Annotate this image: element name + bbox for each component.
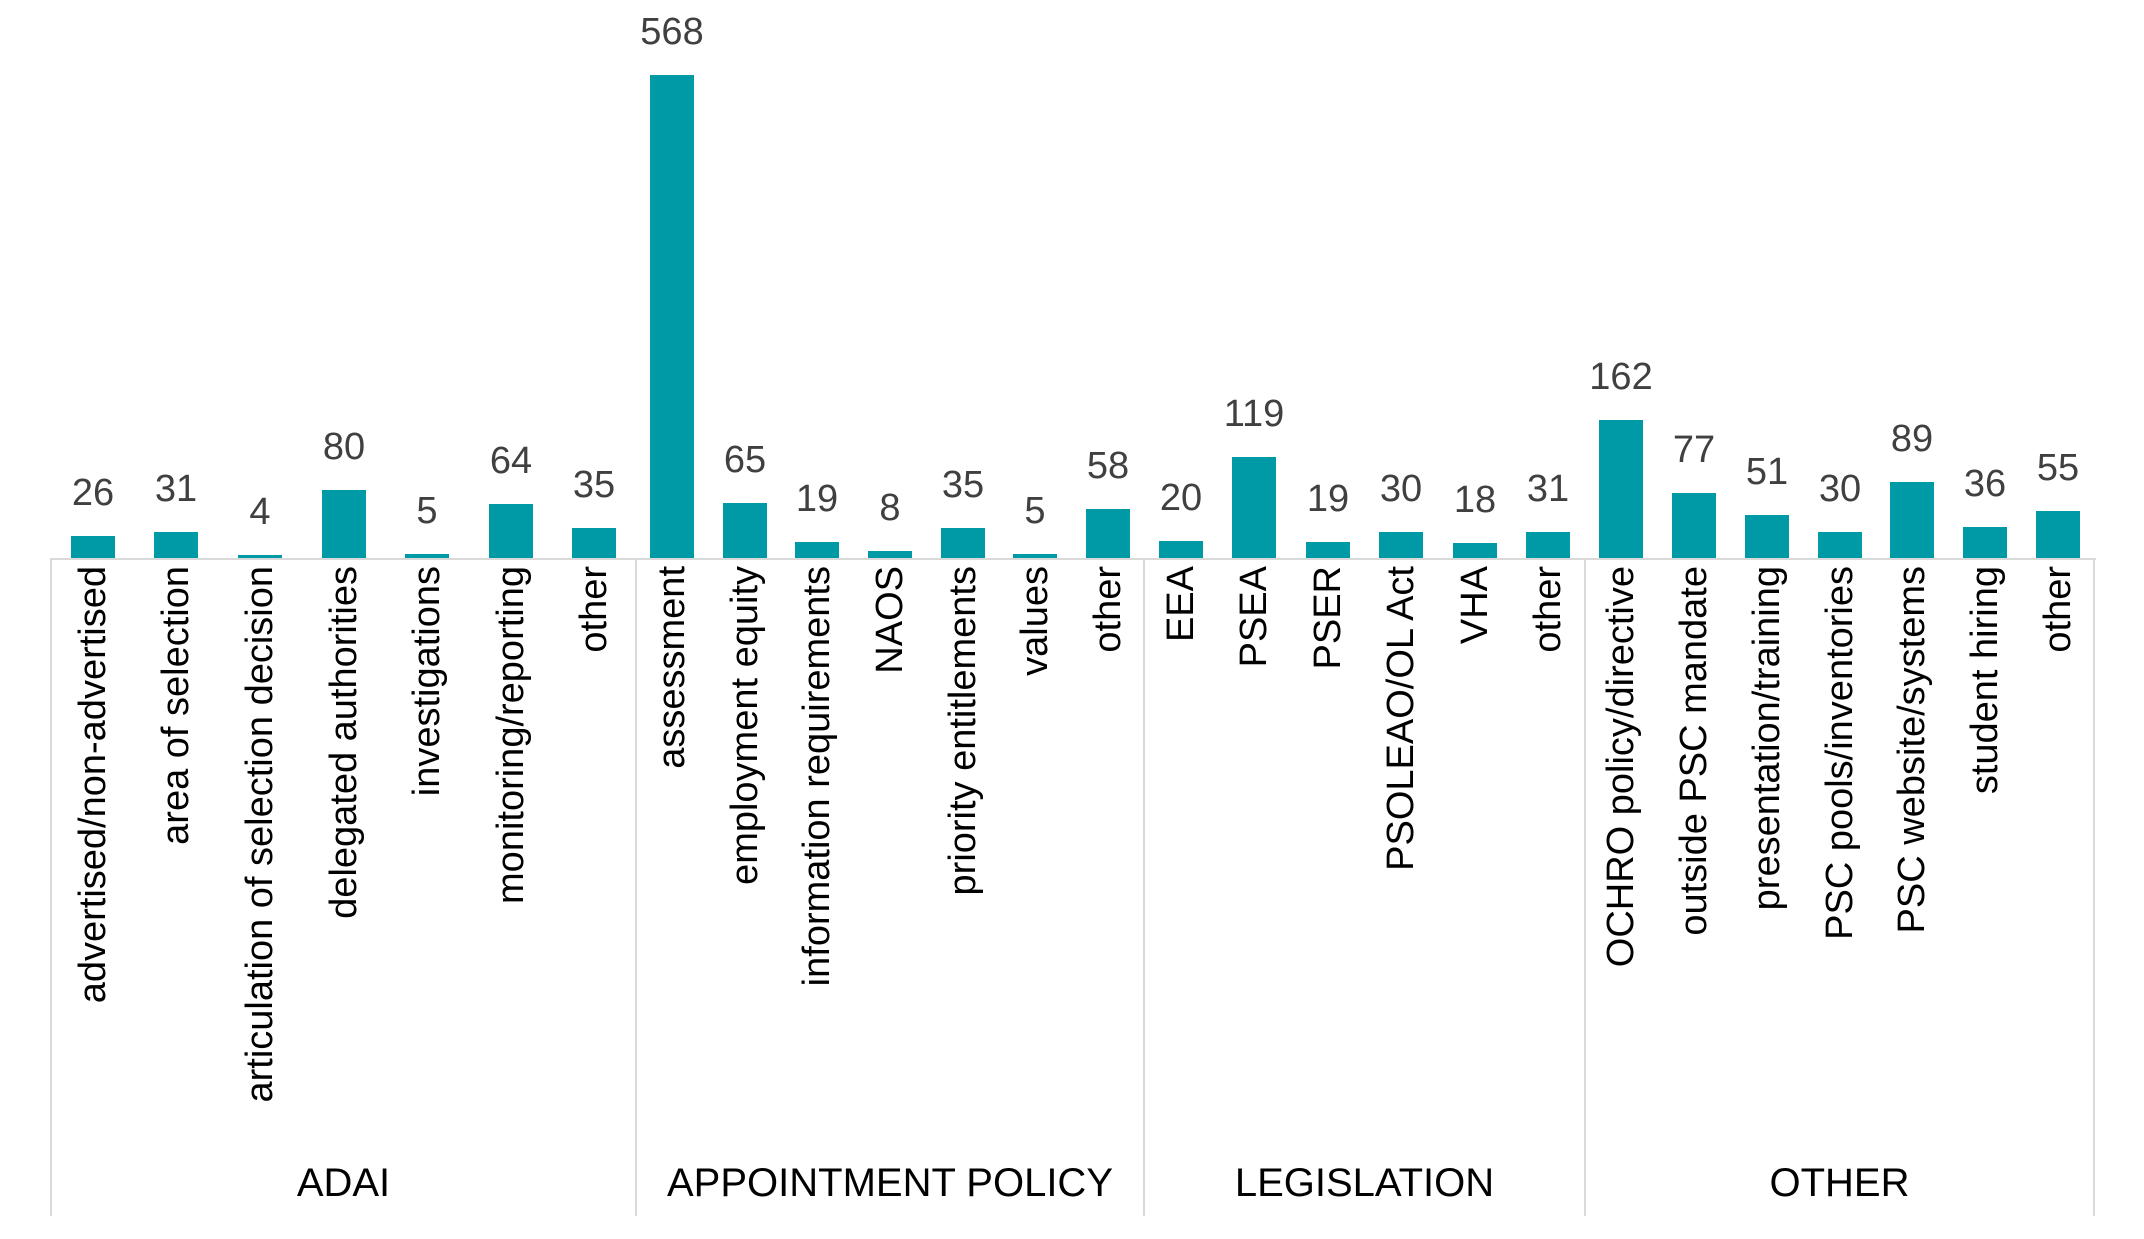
group-divider: [2093, 558, 2095, 1216]
bar: [1306, 542, 1350, 558]
bar: [1232, 457, 1276, 558]
bar-value-label: 19: [795, 478, 839, 520]
bar: [1159, 541, 1203, 558]
category-label: investigations: [406, 566, 448, 797]
bar-value-label: 51: [1745, 451, 1789, 493]
bar-value-label: 77: [1672, 429, 1716, 471]
category-label: PSEA: [1233, 566, 1275, 668]
bar-value-label: 31: [154, 468, 198, 510]
bar-value-label: 30: [1379, 468, 1423, 510]
bar-value-label: 20: [1159, 477, 1203, 519]
category-label: delegated authorities: [323, 566, 365, 919]
bar: [238, 555, 282, 558]
bar: [1599, 420, 1643, 558]
bar: [941, 528, 985, 558]
bar: [489, 504, 533, 558]
category-label: articulation of selection decision: [239, 566, 281, 1103]
bar: [1672, 493, 1716, 558]
category-label: assessment: [651, 566, 693, 769]
category-label: employment equity: [724, 566, 766, 885]
bar: [723, 503, 767, 558]
bar-value-label: 64: [489, 440, 533, 482]
group-divider: [50, 558, 52, 1216]
category-label: PSC website/systems: [1891, 566, 1933, 934]
category-label: PSER: [1307, 566, 1349, 670]
bar-value-label: 89: [1890, 418, 1934, 460]
bar: [572, 528, 616, 558]
category-label: PSOLEAO/OL Act: [1380, 566, 1422, 871]
bar-value-label: 4: [249, 491, 271, 533]
category-label: NAOS: [869, 566, 911, 674]
category-label: monitoring/reporting: [490, 566, 532, 904]
bar-value-label: 5: [1024, 490, 1046, 532]
category-label: advertised/non-advertised: [72, 566, 114, 1004]
bar: [868, 551, 912, 558]
category-label: student hiring: [1964, 566, 2006, 795]
bar-value-label: 568: [640, 11, 704, 53]
bar-value-label: 5: [416, 490, 438, 532]
category-label: outside PSC mandate: [1673, 566, 1715, 936]
category-label: information requirements: [796, 566, 838, 987]
group-label: ADAI: [296, 1161, 391, 1205]
category-label: area of selection: [155, 566, 197, 845]
bar-value-label: 55: [2036, 447, 2080, 489]
bar: [795, 542, 839, 558]
category-label: OCHRO policy/directive: [1600, 566, 1642, 968]
group-label: LEGISLATION: [1234, 1161, 1495, 1205]
bar-value-label: 58: [1086, 445, 1130, 487]
bar-value-label: 26: [71, 472, 115, 514]
bar-value-label: 35: [941, 464, 985, 506]
category-label: presentation/training: [1746, 566, 1788, 911]
bar: [154, 532, 198, 558]
bar-value-label: 36: [1963, 463, 2007, 505]
bar-value-label: 119: [1223, 393, 1285, 435]
category-label: priority entitlements: [942, 566, 984, 896]
x-axis-line: [51, 558, 2096, 560]
bar: [1013, 554, 1057, 558]
bar: [1818, 532, 1862, 558]
group-divider: [1584, 558, 1586, 1216]
bar: [1379, 532, 1423, 558]
bar-value-label: 18: [1453, 479, 1497, 521]
category-label: PSC pools/inventories: [1819, 566, 1861, 940]
bar: [71, 536, 115, 558]
bar: [1453, 543, 1497, 558]
bar-value-label: 80: [322, 426, 366, 468]
bar: [1086, 509, 1130, 558]
bar-value-label: 162: [1589, 356, 1653, 398]
bar: [2036, 511, 2080, 558]
group-label: OTHER: [1769, 1161, 1910, 1205]
bar-value-label: 35: [572, 464, 616, 506]
category-label: other: [573, 566, 615, 653]
bar: [1526, 532, 1570, 558]
bar: [1963, 527, 2007, 558]
category-label: other: [1527, 566, 1569, 653]
bar-value-label: 30: [1818, 468, 1862, 510]
group-label: APPOINTMENT POLICY: [666, 1161, 1113, 1205]
group-divider: [1143, 558, 1145, 1216]
group-divider: [635, 558, 637, 1216]
category-label: other: [2037, 566, 2079, 653]
bar-value-label: 31: [1526, 468, 1570, 510]
category-label: values: [1014, 566, 1056, 676]
bar: [1890, 482, 1934, 558]
bar: [1745, 515, 1789, 558]
category-label: VHA: [1454, 566, 1496, 645]
bar-value-label: 65: [723, 439, 767, 481]
category-label: EEA: [1160, 566, 1202, 643]
category-label: other: [1087, 566, 1129, 653]
bar: [650, 75, 694, 558]
bar-value-label: 8: [879, 487, 901, 529]
bar: [405, 554, 449, 558]
bar: [322, 490, 366, 558]
bar-value-label: 19: [1306, 478, 1350, 520]
